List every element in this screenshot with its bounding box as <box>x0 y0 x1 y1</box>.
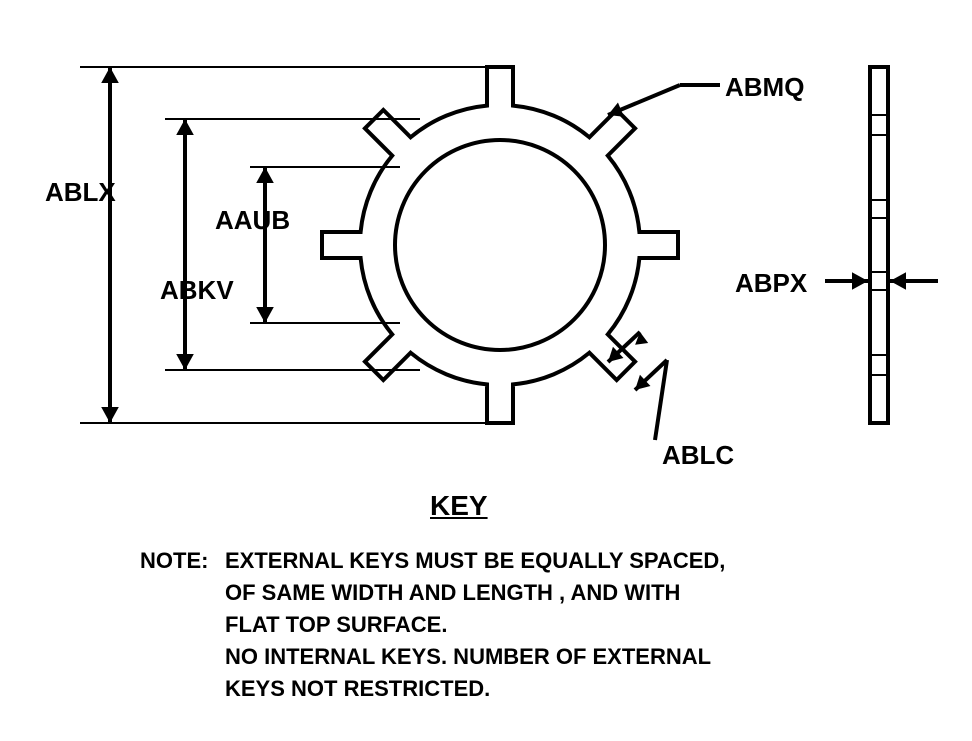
note-line: NOTE:EXTERNAL KEYS MUST BE EQUALLY SPACE… <box>140 545 725 577</box>
note-line: NO INTERNAL KEYS. NUMBER OF EXTERNAL <box>140 641 725 673</box>
label-ablc: ABLC <box>662 440 734 471</box>
note-line: KEYS NOT RESTRICTED. <box>140 673 725 705</box>
note-prefix: NOTE: <box>140 545 225 577</box>
label-abmq: ABMQ <box>725 72 804 103</box>
label-abpx: ABPX <box>735 268 807 299</box>
diagram-container: { "canvas": { "width": 972, "height": 74… <box>0 0 972 741</box>
label-abkv: ABKV <box>160 275 234 306</box>
note-block: NOTE:EXTERNAL KEYS MUST BE EQUALLY SPACE… <box>140 545 725 704</box>
note-line: OF SAME WIDTH AND LENGTH , AND WITH <box>140 577 725 609</box>
note-line: FLAT TOP SURFACE. <box>140 609 725 641</box>
label-ablx: ABLX <box>45 177 116 208</box>
diagram-title: KEY <box>430 490 488 522</box>
label-aaub: AAUB <box>215 205 290 236</box>
